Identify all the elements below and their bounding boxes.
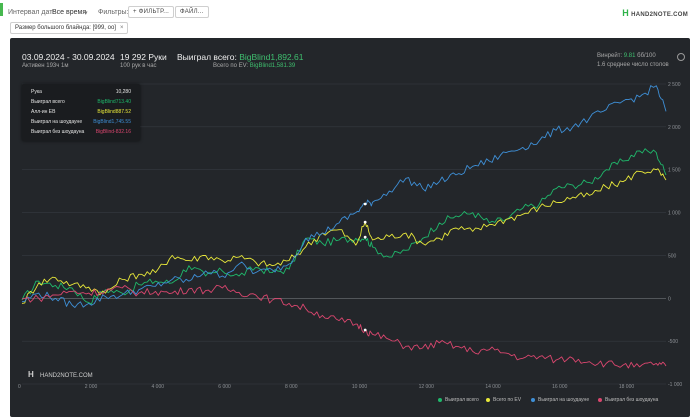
legend-dot [598,397,602,402]
legend-label: Выиграл без шоудауна [605,397,659,403]
tooltip-row-hand: Рука 10,280 [31,89,131,97]
won-total-value: BigBlind1,892.61 [239,52,304,62]
winrate-suffix: бб/100 [637,53,656,59]
logo-h-icon: H [622,8,630,18]
legend-label: Всего по EV [493,397,522,403]
chart-ticks: 2 500 2 000 1 500 1 000 500 0 -500 -1 000 0 2 000… [18,82,682,390]
hands-per-hour: 100 рук в час [120,63,157,69]
winrate: Винрейт: 9.81 бб/100 [597,53,656,59]
ev-total-label: Всего по EV: [213,63,249,69]
tooltip-label: Выиграл на шоудауне [31,119,83,125]
tooltip-row-ev: Алл-ин EB BigBlind887.52 [31,109,131,117]
winrate-value: 9.81 [623,53,636,59]
x-tick-label: 4 000 [152,384,165,390]
tooltip-value: BigBlind713.40 [97,99,131,105]
active-filter-chip[interactable]: Размер большого блайнда: [999, oo] × [10,22,129,34]
hover-point [363,235,367,239]
won-total-label: Выиграл всего: [177,52,237,62]
series-line-2 [21,85,667,308]
legend-label: Выиграл на шоудауне [538,397,590,403]
legend-label: Выиграл всего [445,397,479,403]
interval-label: Интервал дат: [8,9,55,16]
hands-count: 19 292 Руки [120,52,167,62]
logo-text: HAND2NOTE.COM [631,12,688,18]
chart-lines [21,85,667,369]
hover-point [363,220,367,224]
chart-watermark: HAND2NOTE.COM [40,373,93,379]
date-range: 03.09.2024 - 30.09.2024 [22,52,115,62]
x-tick-label: 8 000 [285,384,298,390]
x-tick-label: 2 000 [85,384,98,390]
chevron-down-icon[interactable]: ▾ [84,10,88,17]
hover-point [363,328,367,332]
legend-dot [438,397,442,402]
y-tick-label: -1 000 [668,382,682,388]
tooltip-label: Выиграл без шоудауна [31,129,85,135]
y-tick-label: 1 000 [668,211,681,217]
tooltip-value: 10,280 [115,89,131,95]
hover-tooltip: Рука 10,280 Выиграл всего BigBlind713.40 А… [22,84,140,141]
ev-total-value: BigBlind1,581.39 [249,63,296,69]
legend-dot [531,397,535,402]
x-tick-label: 12 000 [419,384,435,390]
tooltip-row-won: Выиграл всего BigBlind713.40 [31,99,131,107]
y-tick-label: 1 500 [668,168,681,174]
file-button[interactable]: ФАЙЛ... [175,6,209,18]
series-line-3 [21,284,667,369]
tooltip-label: Рука [31,89,42,95]
legend-item-won[interactable]: Выиграл всего [438,397,479,405]
legend-dot [486,397,490,402]
add-filter-button[interactable]: + ФИЛЬТР... [128,6,175,18]
x-tick-label: 0 [18,384,21,390]
left-accent-bar [0,3,3,16]
x-tick-label: 10 000 [352,384,368,390]
y-tick-label: 500 [668,253,677,259]
tooltip-value: BigBlind887.52 [97,109,131,115]
filters-label: Фильтры: [98,9,129,16]
gear-icon[interactable] [677,53,685,61]
x-tick-label: 16 000 [552,384,568,390]
x-tick-label: 18 000 [619,384,635,390]
y-tick-label: 2 500 [668,82,681,88]
y-tick-label: 2 000 [668,125,681,131]
tooltip-label: Алл-ин EB [31,109,56,115]
close-icon[interactable]: × [119,25,124,31]
tooltip-value: BigBlind1,745.55 [93,119,131,125]
legend-item-ev[interactable]: Всего по EV [486,397,521,405]
x-tick-label: 14 000 [485,384,501,390]
tooltip-row-showdown: Выиграл на шоудауне BigBlind1,745.55 [31,119,131,127]
winrate-label: Винрейт: [597,53,623,59]
legend-item-nonshowdown[interactable]: Выиграл без шоудауна [598,397,658,405]
x-tick-label: 6 000 [218,384,231,390]
watermark-h-icon: H [28,370,34,379]
top-toolbar: Интервал дат: Все время ▾ Фильтры: + ФИЛ… [0,0,700,20]
filter-chip-label: Размер большого блайнда: [999, oo] [15,25,116,31]
tooltip-row-nonshowdown: Выиграл без шоудауна BigBlind-832.16 [31,129,131,137]
hover-point [363,202,367,206]
ev-total: Всего по EV: BigBlind1,581.39 [213,63,295,69]
won-total: Выиграл всего: BigBlind1,892.61 [177,52,303,62]
tooltip-label: Выиграл всего [31,99,65,105]
y-tick-label: 0 [668,296,671,302]
legend-item-showdown[interactable]: Выиграл на шоудауне [531,397,589,405]
hand2note-logo: H HAND2NOTE.COM [622,8,688,18]
tables-average: 1.6 среднее число столов [597,62,669,68]
series-line-1 [21,168,667,304]
y-tick-label: -500 [668,339,678,345]
active-time: Активен 193ч 1м [22,63,69,69]
tooltip-value: BigBlind-832.16 [95,129,131,135]
interval-select[interactable]: Все время [52,9,87,16]
